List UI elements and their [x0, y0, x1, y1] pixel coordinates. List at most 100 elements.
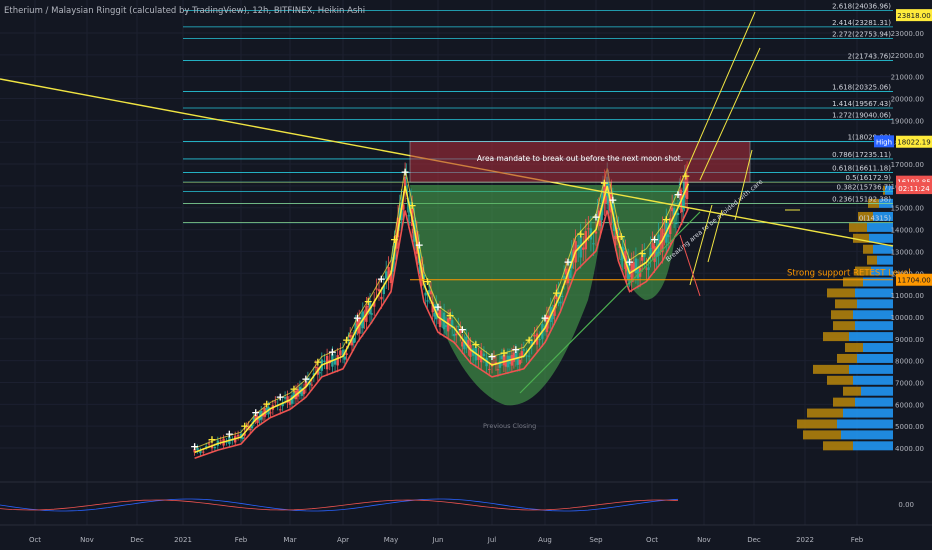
candle-body [281, 402, 284, 407]
candle-body [349, 335, 352, 338]
candle-body [250, 425, 254, 429]
volume-profile-bar [797, 419, 837, 429]
fib-level-label: 0.236(15192.38) [832, 196, 891, 204]
candle-body [561, 295, 564, 297]
volume-profile-bar [843, 277, 863, 287]
time-axis-label: 2022 [796, 536, 814, 544]
candle-body [512, 352, 516, 362]
projection-arrow [707, 209, 723, 263]
candle-body [433, 312, 436, 317]
volume-profile-bar [827, 288, 855, 298]
time-axis-label: Apr [337, 536, 349, 544]
candle-body [347, 340, 350, 342]
volume-profile-bar [843, 386, 861, 396]
candle-body [587, 228, 590, 230]
volume-profile-bar [849, 364, 893, 374]
candle-body [632, 262, 635, 272]
volume-profile-bar [869, 233, 893, 243]
candle-body [382, 285, 385, 295]
volume-profile-bar [843, 408, 893, 418]
candle-body [620, 259, 623, 261]
candle-body [336, 355, 339, 366]
candle-body [380, 296, 383, 300]
candle-body [663, 233, 666, 235]
volume-profile-bar [845, 343, 863, 353]
candle-body [480, 350, 483, 363]
candle-body [398, 207, 402, 219]
candle-body [530, 341, 533, 347]
projection-arrow [699, 47, 761, 181]
volume-profile-bar [849, 332, 893, 342]
candle-body [356, 321, 359, 327]
time-axis-label: May [384, 536, 398, 544]
signal-marker: + [524, 334, 533, 347]
candle-body [641, 255, 644, 261]
candle-body [553, 304, 556, 316]
volume-profile-bar [855, 397, 893, 407]
candle-body [427, 290, 431, 294]
candle-body [444, 325, 448, 328]
signal-marker: + [499, 347, 508, 360]
signal-marker: + [251, 406, 260, 419]
candle-body [323, 360, 326, 363]
signal-marker: + [662, 213, 671, 226]
candle-body [592, 243, 595, 245]
candle-body [279, 409, 282, 411]
oscillator-signal-line [0, 499, 679, 511]
signal-marker: + [301, 372, 310, 385]
signal-marker: + [415, 239, 424, 252]
signal-marker: + [262, 398, 271, 411]
candle-body [302, 389, 306, 395]
candle-body [314, 366, 318, 368]
candle-body [219, 440, 222, 442]
volume-profile-bar [841, 430, 893, 440]
signal-marker: + [240, 420, 249, 433]
volume-profile-bar [863, 343, 893, 353]
candle-body [455, 333, 458, 336]
candle-body [248, 428, 252, 431]
candle-body [566, 272, 570, 284]
oscillator-line [0, 498, 679, 512]
signal-marker: + [540, 312, 549, 325]
time-axis-label: Feb [235, 536, 248, 544]
fib-level-label: 0.5(16172.9) [845, 174, 891, 182]
candle-body [600, 205, 603, 221]
candle-body [520, 351, 524, 356]
breakout-zone-label: Area mandate to break out before the nex… [477, 154, 683, 163]
candle-body [461, 341, 464, 347]
projection-arrow [734, 149, 753, 221]
volume-profile-bar [863, 244, 873, 254]
time-axis-label: Aug [538, 536, 552, 544]
candle-body [421, 267, 424, 276]
candle-body [193, 449, 196, 453]
volume-profile-bar [853, 375, 893, 385]
candle-body [409, 201, 413, 203]
candle-body [684, 178, 687, 195]
breakout-zone [409, 141, 751, 183]
time-axis-label: Oct [29, 536, 41, 544]
fib-level-label: 0(14315) [859, 215, 891, 223]
price-tag-label: 02:11:24 [898, 185, 930, 193]
candle-body [547, 315, 551, 320]
candle-body [568, 269, 572, 278]
volume-profile-bar [835, 299, 857, 309]
price-axis-label: 23000.00 [891, 30, 924, 38]
signal-marker: + [353, 312, 362, 325]
candle-body [597, 210, 600, 218]
cup-handle-shape [606, 185, 680, 300]
candle-body [373, 301, 376, 307]
candle-body [290, 395, 294, 404]
candle-body [463, 342, 466, 350]
candle-body [283, 396, 287, 399]
price-axis-label: 6000.00 [895, 401, 924, 409]
volume-profile-bar [857, 353, 893, 363]
price-axis-label: 10000.00 [891, 314, 924, 322]
signal-marker: + [673, 188, 682, 201]
fib-level-label: 0.382(15736.7) [837, 184, 892, 192]
signal-marker: + [364, 295, 373, 308]
candle-body [516, 356, 520, 365]
candle-body [514, 351, 518, 360]
price-tag-label: High [876, 138, 892, 146]
candle-body [254, 415, 257, 420]
